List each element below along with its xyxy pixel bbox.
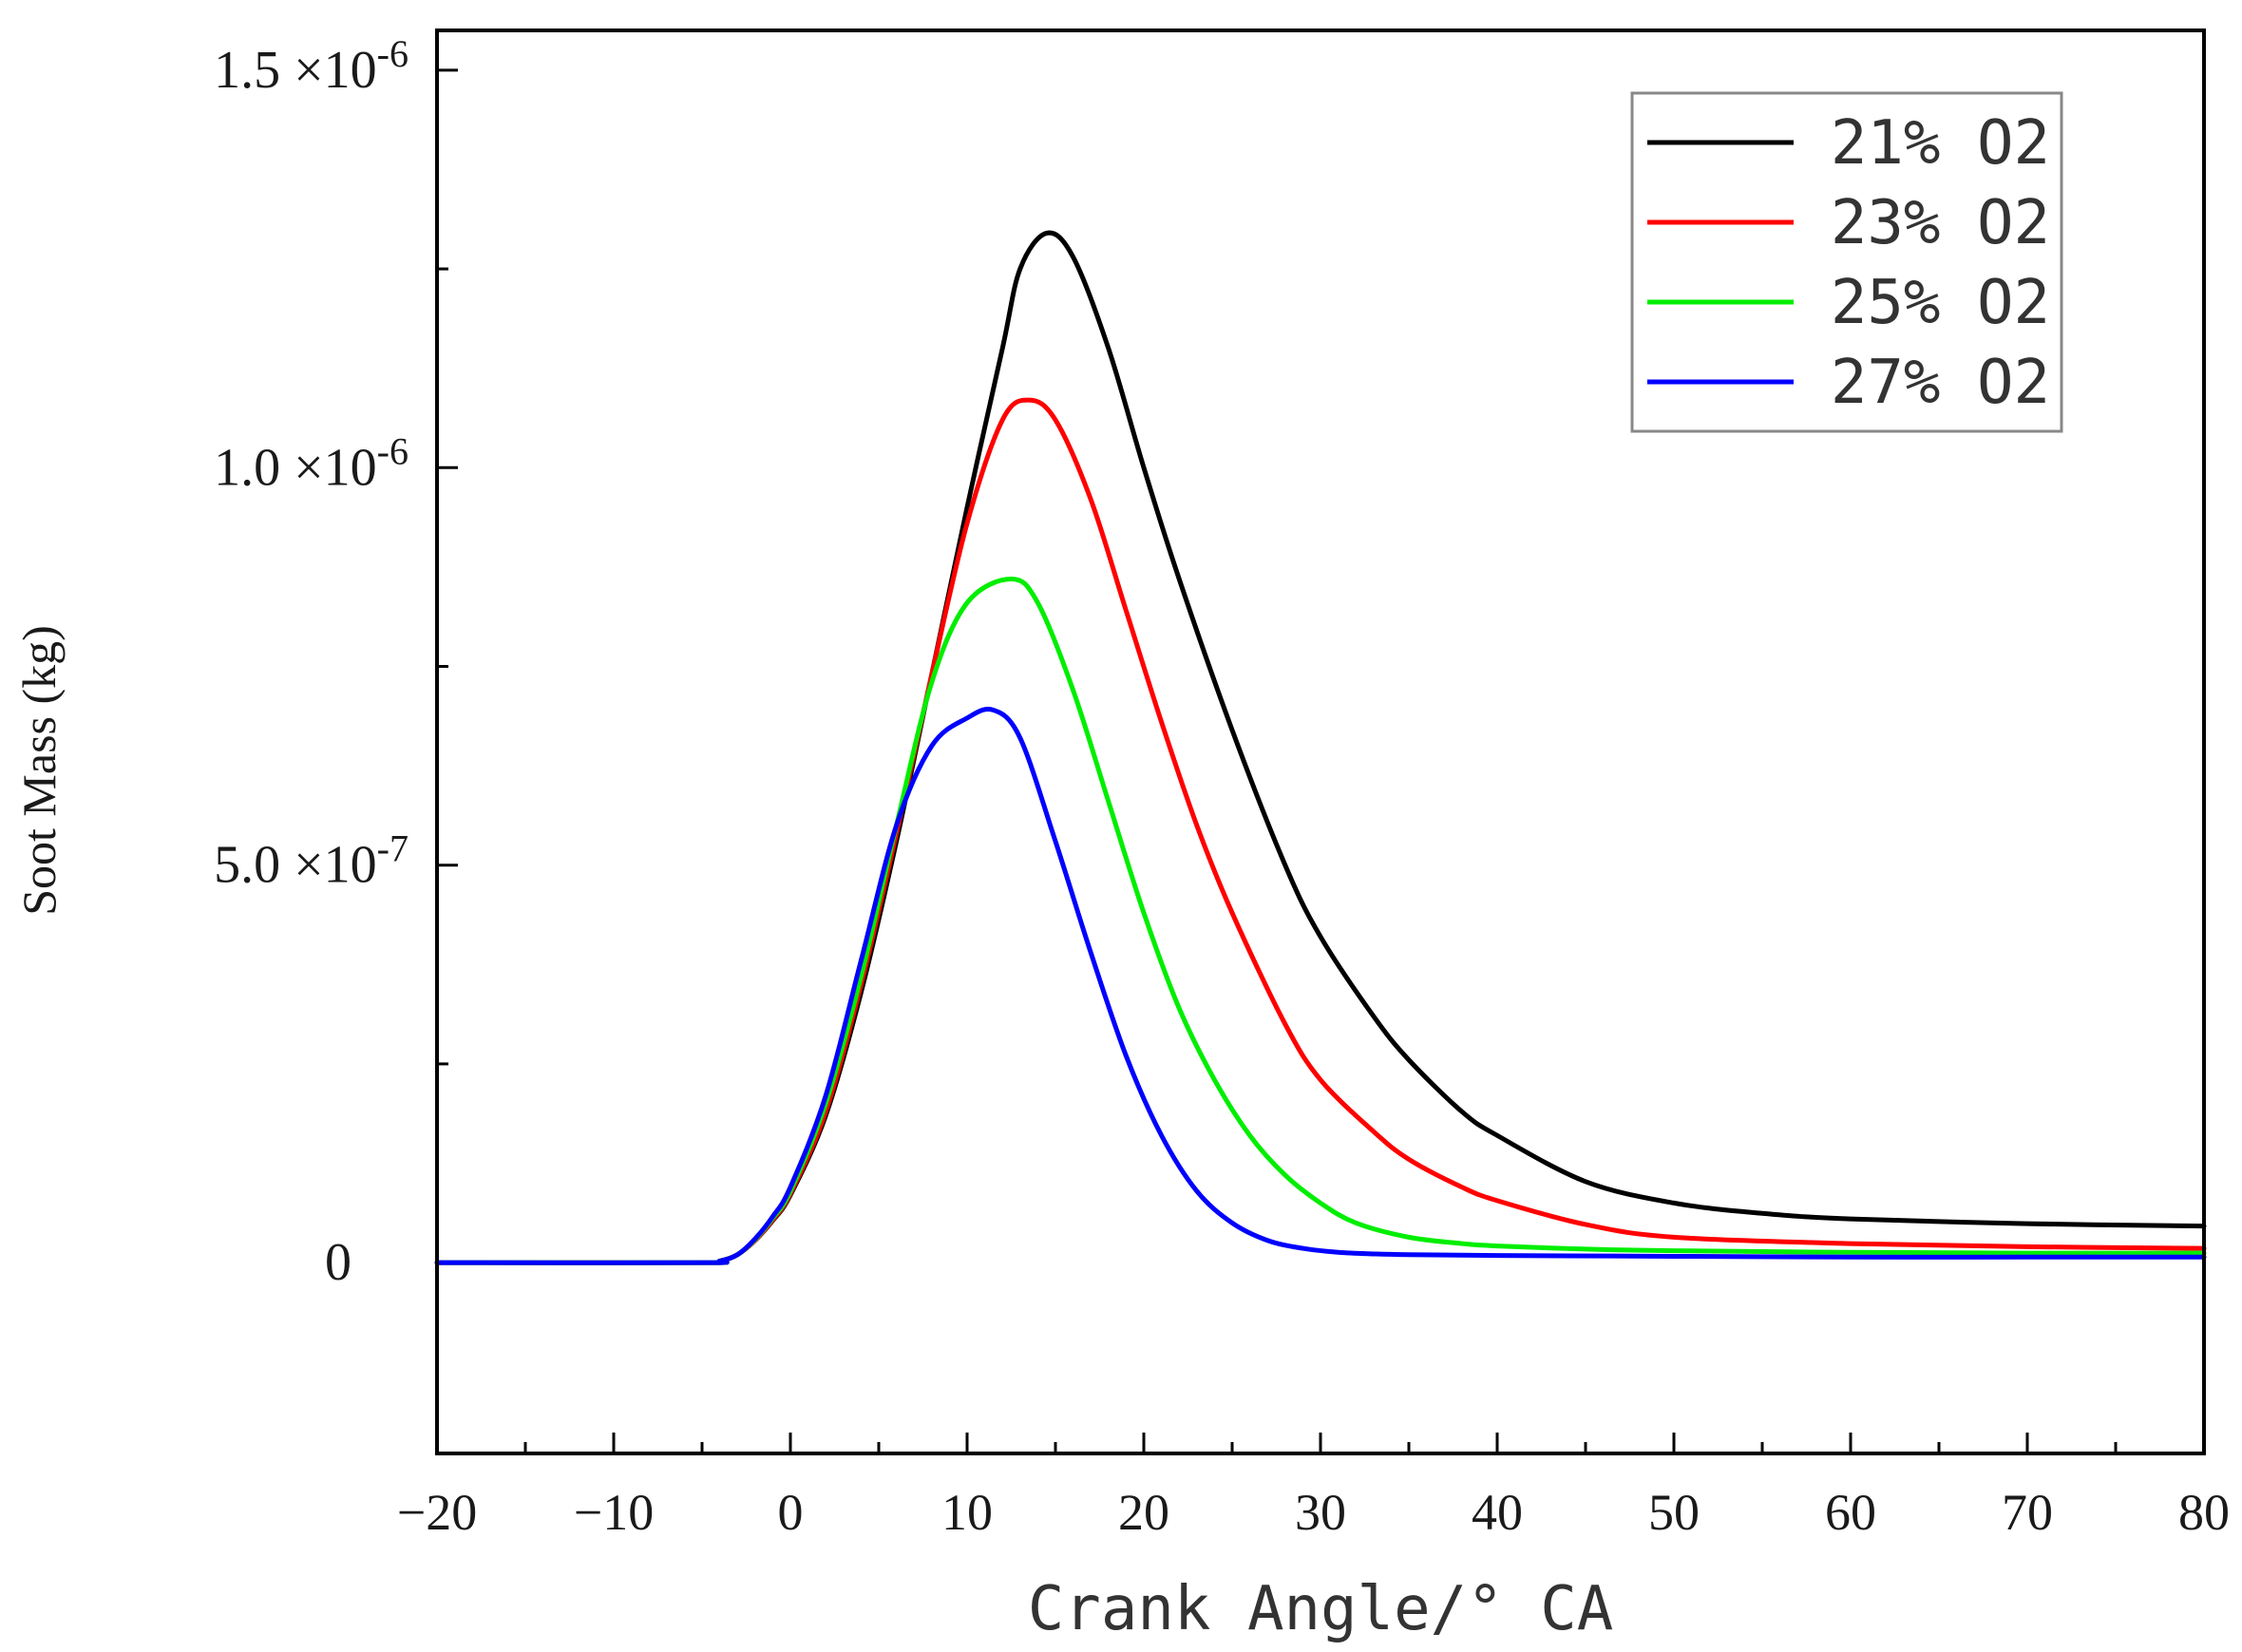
legend-label: 23% O2 <box>1831 188 2050 258</box>
x-tick-label: −10 <box>574 1484 654 1541</box>
series-layer <box>434 230 2207 1265</box>
y-tick-label: 5.0 ×10-7 <box>214 827 408 895</box>
legend-label: 27% O2 <box>1831 348 2050 418</box>
x-tick-label: −20 <box>397 1484 477 1541</box>
series-line-25-o2 <box>434 576 2207 1265</box>
y-tick-label: 1.5 ×10-6 <box>214 32 408 100</box>
x-tick-label: 60 <box>1825 1484 1876 1541</box>
x-axis-title: Crank Angle/° CA <box>1028 1574 1614 1644</box>
x-tick-label: 20 <box>1118 1484 1169 1541</box>
x-tick-label: 0 <box>778 1484 804 1541</box>
y-tick-labels: 0 5.0 ×10-7 1.0 ×10-6 1.5 ×10-6 <box>214 32 408 1292</box>
legend-label: 25% O2 <box>1831 268 2050 338</box>
legend: 21% O2 23% O2 25% O2 27% O2 <box>1630 91 2063 433</box>
x-tick-label: 10 <box>941 1484 993 1541</box>
legend-box <box>1630 91 2063 433</box>
x-tick-label: 30 <box>1295 1484 1346 1541</box>
plot-frame <box>435 28 2206 1455</box>
y-tick-label: 1.0 ×10-6 <box>214 429 408 497</box>
x-tick-label: 40 <box>1472 1484 1523 1541</box>
series-line-23-o2 <box>434 397 2207 1265</box>
x-tick-label: 50 <box>1648 1484 1700 1541</box>
y-tick-label: 0 <box>325 1233 352 1292</box>
x-tick-label: 70 <box>2002 1484 2053 1541</box>
y-axis-title: Soot Mass (kg) <box>12 625 66 916</box>
legend-label: 21% O2 <box>1831 108 2050 179</box>
x-tick-label: 80 <box>2178 1484 2230 1541</box>
x-tick-labels: −20 −10 0 10 20 30 40 50 60 70 80 <box>397 1484 2230 1541</box>
series-line-27-o2 <box>434 706 2207 1265</box>
